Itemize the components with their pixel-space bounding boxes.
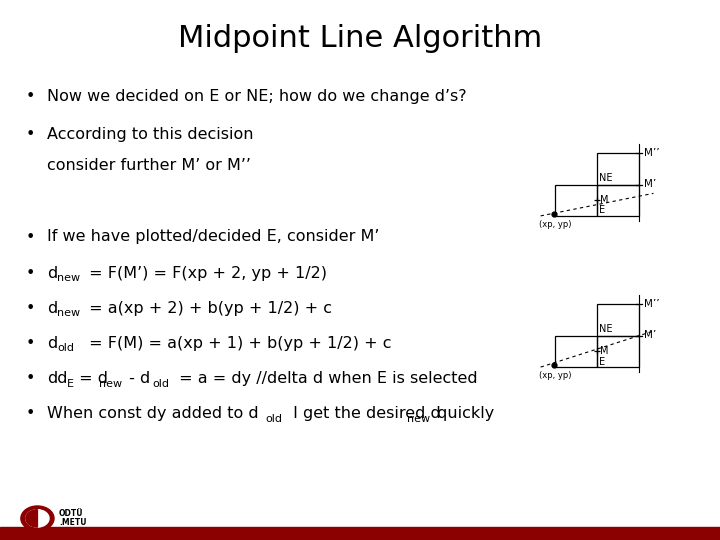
Text: M: M: [600, 346, 608, 356]
Text: •: •: [25, 89, 35, 104]
Text: •: •: [25, 406, 35, 421]
Text: quickly: quickly: [432, 406, 494, 421]
Bar: [597, 153, 639, 185]
Bar: [555, 336, 597, 367]
Text: Midpoint Line Algorithm: Midpoint Line Algorithm: [178, 24, 542, 53]
Text: M’: M’: [644, 179, 656, 189]
Bar: [597, 185, 639, 216]
Bar: [0, 509, 720, 540]
Text: M’: M’: [644, 330, 656, 340]
Text: d: d: [47, 336, 57, 351]
Text: ODTÜ: ODTÜ: [59, 509, 84, 517]
Text: If we have plotted/decided E, consider M’: If we have plotted/decided E, consider M…: [47, 230, 379, 245]
Text: NE: NE: [599, 324, 613, 334]
Text: dd: dd: [47, 371, 67, 386]
Bar: [597, 305, 639, 336]
Text: (xp, yp): (xp, yp): [539, 220, 572, 228]
Polygon shape: [26, 510, 37, 527]
Text: I get the desired d: I get the desired d: [288, 406, 441, 421]
Bar: [597, 336, 639, 367]
Text: (xp, yp): (xp, yp): [539, 371, 572, 380]
Text: M’’: M’’: [644, 148, 660, 158]
Text: old: old: [58, 343, 74, 354]
Text: .METU: .METU: [59, 518, 86, 527]
Bar: [555, 185, 597, 216]
Text: new: new: [58, 308, 81, 319]
Text: M: M: [600, 195, 608, 205]
Circle shape: [21, 506, 54, 531]
Text: = F(M) = a(xp + 1) + b(yp + 1/2) + c: = F(M) = a(xp + 1) + b(yp + 1/2) + c: [84, 336, 392, 351]
Text: = a = dy //delta d when E is selected: = a = dy //delta d when E is selected: [174, 371, 477, 386]
Text: •: •: [25, 301, 35, 316]
Text: Now we decided on E or NE; how do we change d’s?: Now we decided on E or NE; how do we cha…: [47, 89, 467, 104]
Text: old: old: [152, 379, 169, 389]
Text: E: E: [67, 379, 74, 389]
Text: •: •: [25, 230, 35, 245]
Text: E: E: [599, 356, 606, 367]
Text: •: •: [25, 127, 35, 142]
Text: new: new: [58, 273, 81, 284]
Text: •: •: [25, 371, 35, 386]
Text: = a(xp + 2) + b(yp + 1/2) + c: = a(xp + 2) + b(yp + 1/2) + c: [84, 301, 332, 316]
Text: d: d: [47, 301, 57, 316]
Text: - d: - d: [124, 371, 150, 386]
Text: consider further M’ or M’’: consider further M’ or M’’: [47, 158, 251, 173]
Text: old: old: [265, 414, 282, 424]
Text: M’’: M’’: [644, 299, 660, 309]
Text: E: E: [599, 205, 606, 215]
Text: •: •: [25, 266, 35, 281]
Text: d: d: [47, 266, 57, 281]
Text: When const dy added to d: When const dy added to d: [47, 406, 258, 421]
Bar: [0, 526, 720, 540]
Text: = F(M’) = F(xp + 2, yp + 1/2): = F(M’) = F(xp + 2, yp + 1/2): [84, 266, 327, 281]
Text: new: new: [99, 379, 122, 389]
Circle shape: [26, 510, 49, 527]
Text: NE: NE: [599, 173, 613, 183]
Text: According to this decision: According to this decision: [47, 127, 253, 142]
Text: = d: = d: [74, 371, 108, 386]
Text: •: •: [25, 336, 35, 351]
Text: new: new: [407, 414, 430, 424]
